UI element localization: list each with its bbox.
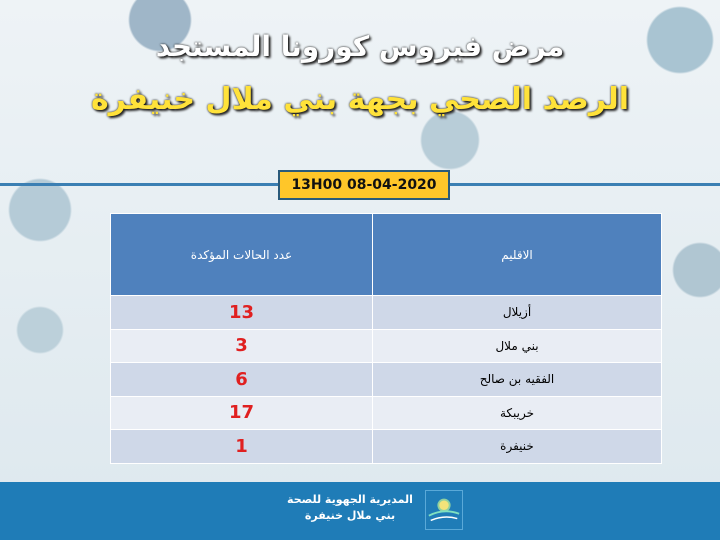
table-row: 3 بني ملال <box>110 328 662 363</box>
header-province: الاقليم <box>372 213 662 296</box>
table-row: 1 خنيفرة <box>110 429 662 464</box>
footer-line1: المديرية الجهوية للصحة <box>287 493 413 506</box>
cases-count: 17 <box>110 395 373 430</box>
date-badge: 13H00 08-04-2020 <box>278 170 450 200</box>
header-cases: عدد الحالات المؤكدة <box>110 213 373 296</box>
cases-count: 3 <box>110 328 373 363</box>
province-name: خريبكة <box>372 395 662 430</box>
table-row: 17 خريبكة <box>110 395 662 430</box>
page-title: مرض فيروس كورونا المستجد <box>155 30 565 63</box>
province-name: الفقيه بن صالح <box>372 362 662 397</box>
footer-band <box>0 482 720 540</box>
cases-count: 13 <box>110 295 373 330</box>
table-row: 13 أزيلال <box>110 295 662 330</box>
ministry-logo-icon <box>425 490 463 530</box>
table-row: 6 الفقيه بن صالح <box>110 362 662 397</box>
cases-count: 1 <box>110 429 373 464</box>
province-name: بني ملال <box>372 328 662 363</box>
cases-table: عدد الحالات المؤكدة الاقليم 13 أزيلال 3 بني… <box>110 213 662 464</box>
province-name: أزيلال <box>372 295 662 330</box>
page-subtitle: الرصد الصحي بجهة بني ملال خنيفرة <box>90 82 630 117</box>
cases-count: 6 <box>110 362 373 397</box>
footer-text: المديرية الجهوية للصحة بني ملال خنيفرة <box>280 492 420 524</box>
footer-line2: بني ملال خنيفرة <box>304 509 396 522</box>
province-name: خنيفرة <box>372 429 662 464</box>
